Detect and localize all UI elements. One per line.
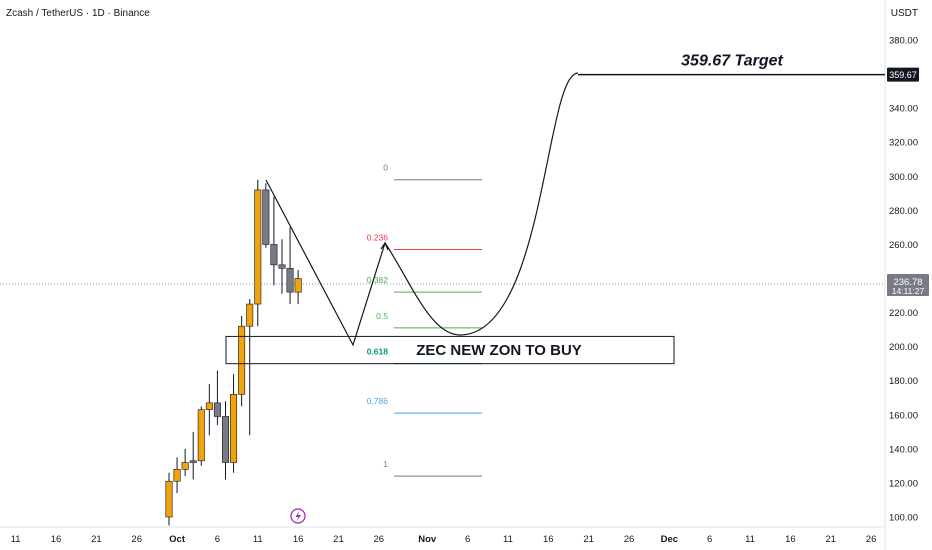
fib-level-label: 0.786 [367,396,389,406]
x-tick-label: 16 [543,534,554,545]
x-tick-label: 26 [131,534,142,545]
y-tick-label: 280.00 [889,206,918,217]
candle-body[interactable] [254,189,262,305]
y-tick-label: 120.00 [889,478,918,489]
x-tick-label: 16 [785,534,796,545]
x-tick-label: 6 [465,534,470,545]
y-tick-label: 140.00 [889,444,918,455]
y-tick-label: 200.00 [889,342,918,353]
x-tick-label: 11 [253,534,263,545]
last-price-text: 236.78 [893,277,922,288]
y-tick-label: 100.00 [889,513,918,524]
target-price-text: 359.67 [889,70,917,80]
candle-body[interactable] [238,325,246,395]
y-tick-label: 380.00 [889,36,918,47]
candle-body[interactable] [270,244,278,266]
last-price-tag [887,273,929,296]
buy-zone-label: ZEC NEW ZON TO BUY [416,342,582,359]
x-tick-label: 26 [866,534,877,545]
candle-body[interactable] [197,409,205,462]
candle-body[interactable] [230,394,238,463]
candle-body[interactable] [246,303,254,327]
projection-arrowhead [380,241,389,251]
x-tick-label: 21 [333,534,344,545]
y-tick-label: 320.00 [889,138,918,149]
candle-body[interactable] [213,402,221,417]
candle-body[interactable] [189,460,197,463]
currency-label: USDT [890,8,918,19]
x-tick-label: 16 [293,534,304,545]
x-tick-label: 26 [624,534,635,545]
candle-body[interactable] [165,480,173,518]
x-tick-label: 11 [11,534,21,545]
x-tick-label: Oct [169,534,186,545]
fib-level-label: 0.236 [367,233,389,243]
x-tick-label: 6 [707,534,712,545]
candle-body[interactable] [205,402,213,410]
x-tick-label: 21 [825,534,836,545]
y-tick-label: 340.00 [889,104,918,115]
y-tick-label: 220.00 [889,308,918,319]
candle-body[interactable] [221,416,229,463]
fib-level-label: 0.618 [367,347,389,357]
candle-body[interactable] [173,468,181,482]
target-label: 359.67 Target [681,53,783,70]
candle-body[interactable] [278,264,286,269]
x-tick-label: 11 [503,534,513,545]
projection-path[interactable] [265,72,579,347]
x-tick-label: 11 [745,534,755,545]
fib-level-label: 0.382 [367,275,389,285]
fib-level-label: 1 [383,459,388,469]
y-tick-label: 260.00 [889,240,918,251]
fib-level-label: 0 [383,163,388,173]
x-tick-label: Dec [661,534,678,545]
candle-body[interactable] [294,278,302,293]
x-tick-label: 26 [374,534,385,545]
lightning-bolt-glyph [295,511,301,522]
y-tick-label: 300.00 [889,172,918,183]
x-tick-label: Nov [418,534,437,545]
countdown-text: 14:11:27 [892,286,925,296]
candle-body[interactable] [286,267,294,293]
buy-zone-box[interactable] [225,335,675,365]
x-tick-label: 21 [91,534,102,545]
candle-body[interactable] [181,462,189,470]
x-tick-label: 16 [51,534,62,545]
candle-body[interactable] [262,189,270,245]
chart-title: Zcash / TetherUS · 1D · Binance [6,8,150,19]
x-tick-label: 21 [583,534,594,545]
target-price-tag [887,67,919,82]
y-tick-label: 180.00 [889,376,918,387]
fib-level-label: 0.5 [376,311,388,321]
x-tick-label: 6 [215,534,220,545]
y-tick-label: 160.00 [889,410,918,421]
